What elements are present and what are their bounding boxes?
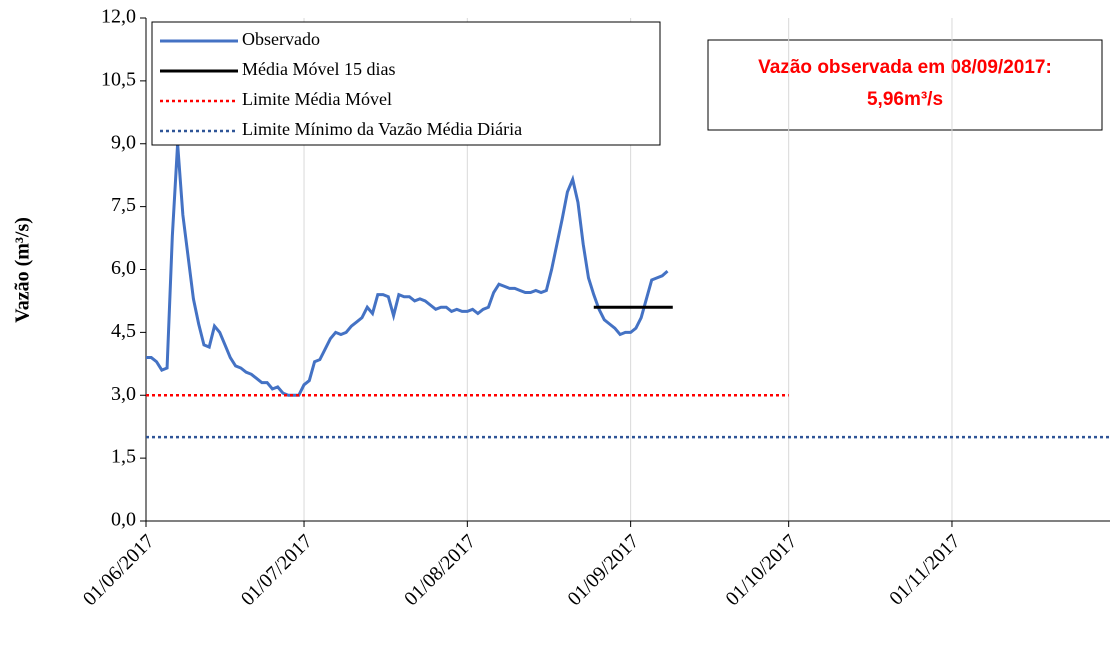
y-tick-label: 4,5 bbox=[111, 320, 136, 342]
y-tick-label: 10,5 bbox=[101, 68, 136, 90]
annotation: 5,96m³/s bbox=[867, 89, 943, 110]
x-tick-label: 01/10/2017 bbox=[721, 530, 801, 610]
x-tick-label: 01/07/2017 bbox=[237, 530, 317, 610]
annotation: Vazão observada em 08/09/2017: bbox=[758, 57, 1052, 78]
y-tick-label: 6,0 bbox=[111, 257, 136, 279]
x-tick-label: 01/08/2017 bbox=[400, 530, 480, 610]
series-line bbox=[146, 143, 669, 397]
legend-label: Limite Média Móvel bbox=[242, 89, 392, 109]
y-tick-label: 12,0 bbox=[101, 6, 136, 28]
y-tick-label: 1,5 bbox=[111, 446, 136, 468]
legend-label: Observado bbox=[242, 29, 320, 49]
y-tick-label: 3,0 bbox=[111, 383, 136, 405]
legend-label: Média Móvel 15 dias bbox=[242, 59, 395, 79]
y-tick-label: 7,5 bbox=[111, 194, 136, 216]
y-tick-label: 0,0 bbox=[111, 509, 136, 531]
x-tick-label: 01/06/2017 bbox=[79, 530, 159, 610]
annotation-box bbox=[707, 39, 1103, 131]
legend: Observado Média Móvel 15 dias Limite Média… bbox=[151, 21, 661, 146]
y-tick-label: 9,0 bbox=[111, 131, 136, 153]
y-axis-label: Vazão (m³/s) bbox=[12, 217, 34, 323]
x-tick-label: 01/11/2017 bbox=[885, 530, 964, 609]
x-tick-label: 01/09/2017 bbox=[563, 530, 643, 610]
legend-label: Limite Mínimo da Vazão Média Diária bbox=[242, 119, 522, 139]
